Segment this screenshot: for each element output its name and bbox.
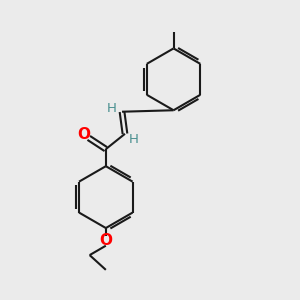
Text: H: H [107, 102, 117, 115]
Text: H: H [128, 133, 138, 146]
Text: O: O [99, 233, 112, 248]
Text: O: O [77, 128, 90, 142]
